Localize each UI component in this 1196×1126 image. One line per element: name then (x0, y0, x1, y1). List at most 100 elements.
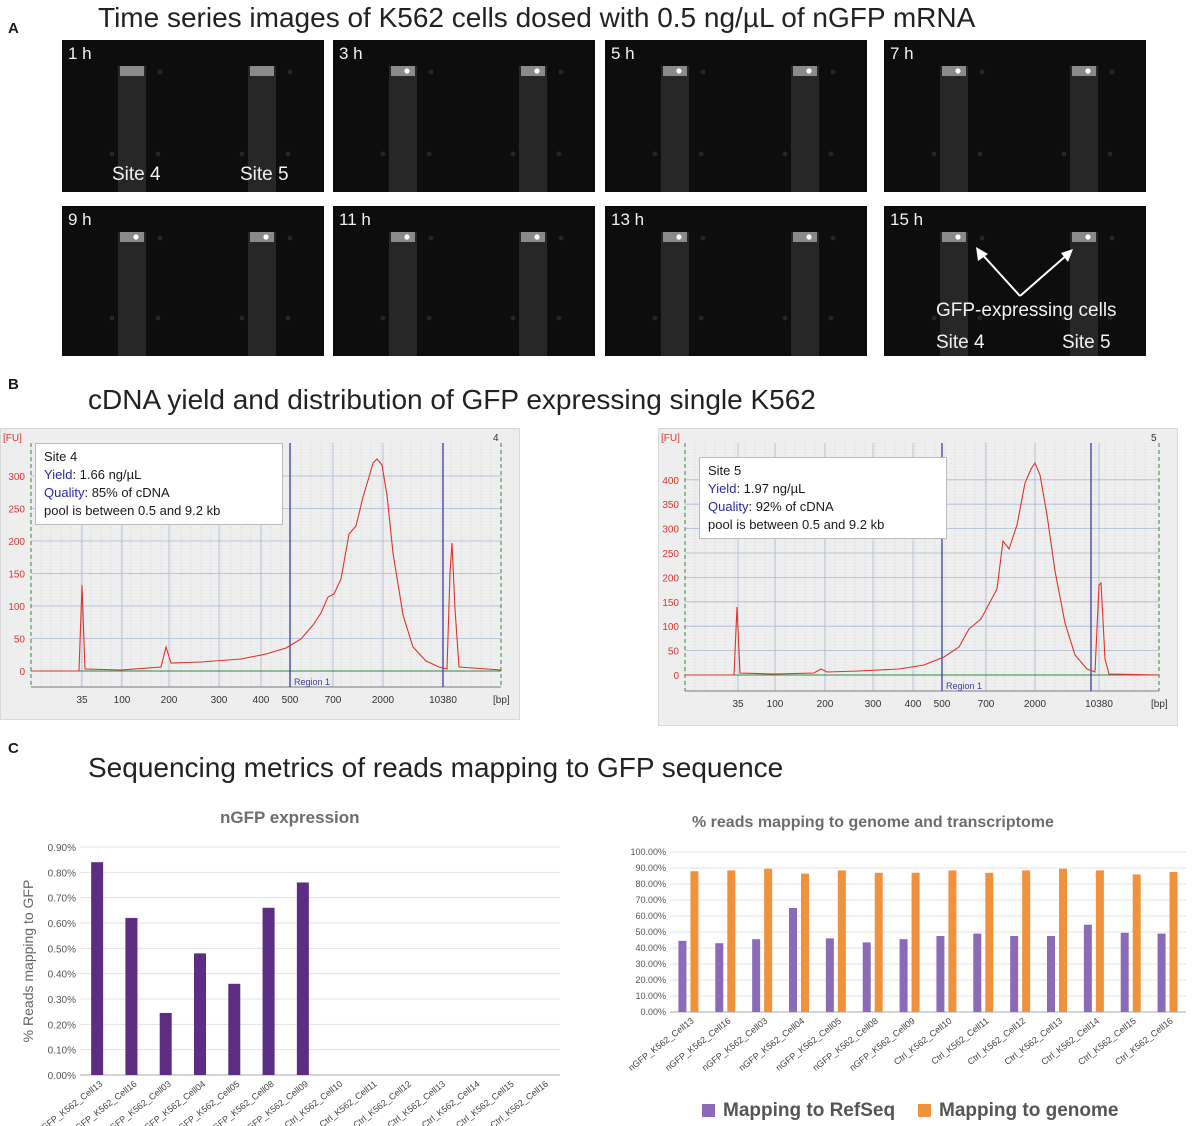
bar-mapping-to-genome-Ctrl_K562_Cell11 (985, 872, 994, 1012)
panel-b-letter: B (8, 376, 19, 393)
site-5-yield: Yield: 1.97 ng/µL (708, 481, 806, 496)
x-tick-label: nGFP_K562_Cell16 (663, 1016, 732, 1073)
bar-mapping-to-refseq-nGFP_K562_Cell03 (752, 939, 761, 1012)
micrograph-4: 7 h (884, 40, 1146, 192)
site-4-yield: Yield: 1.66 ng/µL (44, 467, 142, 482)
x-tick-label: 200 (161, 695, 178, 706)
x-tick-label: 500 (282, 695, 299, 706)
x-tick-label: 400 (253, 695, 270, 706)
micrograph-5: 9 h (62, 206, 324, 356)
bar-mapping-to-genome-nGFP_K562_Cell05 (837, 870, 846, 1012)
y-tick-label: 250 (662, 549, 679, 560)
y-tick-label: 0.20% (48, 1020, 76, 1031)
x-tick-label: 10380 (429, 695, 457, 706)
micrograph-8: 15 h (884, 206, 1146, 356)
time-label-6: 11 h (339, 210, 371, 229)
y-tick-label: 0.40% (48, 970, 76, 981)
time-label-3: 5 h (611, 44, 635, 63)
legend-genome-swatch (918, 1104, 931, 1118)
bar-mapping-to-genome-Ctrl_K562_Cell15 (1132, 874, 1141, 1012)
micrograph-image-1 (109, 66, 293, 192)
x-tick-label: nGFP_K562_Cell09 (848, 1016, 917, 1073)
x-tick-label: 100 (114, 695, 131, 706)
y-tick-label: 150 (662, 598, 679, 609)
y-tick-label: 0 (673, 671, 679, 682)
bar-nGFP_K562_Cell04 (194, 953, 206, 1075)
bar-nGFP_K562_Cell16 (125, 917, 138, 1075)
y-tick-label: 90.00% (635, 863, 666, 873)
x-tick-label: nGFP_K562_Cell13 (626, 1016, 695, 1073)
bar-mapping-to-refseq-Ctrl_K562_Cell13 (1047, 936, 1055, 1012)
bar-mapping-to-refseq-nGFP_K562_Cell16 (715, 943, 724, 1012)
bar-mapping-to-refseq-nGFP_K562_Cell08 (862, 942, 871, 1012)
y-tick-label: 10.00% (635, 991, 666, 1001)
micrograph-2: 3 h (333, 40, 595, 192)
y-tick-label: 200 (662, 573, 679, 584)
gfp-arrows (976, 247, 1073, 297)
bar-nGFP_K562_Cell13 (91, 862, 104, 1075)
y-tick-label: 0 (19, 667, 25, 678)
x-tick-label: Ctrl_K562_Cell16 (488, 1079, 550, 1126)
x-tick-label: nGFP_K562_Cell08 (811, 1016, 880, 1073)
micrograph-image-5 (109, 232, 293, 356)
bar-mapping-to-genome-Ctrl_K562_Cell10 (948, 870, 957, 1012)
y-tick-label: 20.00% (635, 975, 666, 985)
site-4-pool: pool is between 0.5 and 9.2 kb (44, 503, 221, 518)
x-tick-label: 400 (905, 699, 922, 710)
gfp-annotation-label: GFP-expressing cells (936, 300, 1117, 321)
y-tick-label: 250 (8, 505, 25, 516)
site-5-label-top: Site 5 (240, 164, 289, 185)
legend-refseq: Mapping to RefSeq (702, 1100, 895, 1122)
x-tick-label: 700 (325, 695, 342, 706)
bar-mapping-to-genome-nGFP_K562_Cell13 (690, 871, 699, 1012)
bar-mapping-to-genome-Ctrl_K562_Cell13 (1059, 868, 1067, 1012)
region-label: Region 1 (946, 681, 982, 691)
y-tick-label: 0.50% (48, 944, 76, 955)
ngfp-expression-chart: 0.00% 0.10% 0.20% 0.30% 0.40% 0.50% 0.60% 0.70%… (20, 843, 560, 1126)
bar-mapping-to-refseq-Ctrl_K562_Cell10 (936, 936, 945, 1012)
y-tick-label: 40.00% (635, 943, 666, 953)
panel-b-title: cDNA yield and distribution of GFP expre… (88, 384, 816, 415)
micrograph-image-4 (931, 66, 1115, 192)
x-tick-label: 10380 (1085, 699, 1113, 710)
x-tick-label: 300 (865, 699, 882, 710)
site-4-quality: Quality: 85% of cDNA (44, 485, 170, 500)
time-label-2: 3 h (339, 44, 363, 63)
x-tick-label: 2000 (1024, 699, 1047, 710)
x-tick-label: nGFP_K562_Cell04 (737, 1016, 806, 1073)
electropherogram-site-4: 35 100 200 300 400 500 700 2000 10380 0 50 100 150 20… (0, 428, 520, 720)
region-label: Region 1 (294, 677, 330, 687)
y-tick-label: 350 (662, 500, 679, 511)
bar-mapping-to-genome-Ctrl_K562_Cell14 (1095, 870, 1104, 1012)
y-tick-label: 400 (662, 476, 679, 487)
bar-mapping-to-refseq-Ctrl_K562_Cell14 (1083, 924, 1092, 1012)
bar-nGFP_K562_Cell08 (262, 907, 275, 1075)
panel-a-title: Time series images of K562 cells dosed w… (98, 2, 976, 33)
bar-nGFP_K562_Cell05 (228, 983, 241, 1075)
y-tick-label: 200 (8, 537, 25, 548)
y-tick-label: 70.00% (635, 895, 666, 905)
fu-axis-label: [FU] (3, 433, 22, 444)
micrograph-image-3 (652, 66, 836, 192)
bar-mapping-to-genome-nGFP_K562_Cell04 (801, 873, 809, 1012)
chart1-title: nGFP expression (220, 808, 360, 827)
x-tick-label: 2000 (372, 695, 395, 706)
bar-nGFP_K562_Cell03 (159, 1012, 172, 1075)
micrograph-1: 1 h (62, 40, 324, 192)
bar-mapping-to-genome-nGFP_K562_Cell16 (727, 870, 736, 1012)
y-tick-label: 0.80% (48, 868, 76, 879)
x-tick-label: nGFP_K562_Cell05 (774, 1016, 843, 1073)
bar-mapping-to-refseq-nGFP_K562_Cell05 (825, 938, 834, 1012)
time-label-7: 13 h (611, 210, 645, 229)
micrograph-6: 11 h (333, 206, 595, 356)
mapping-rate-chart: 0.00% 10.00% 20.00% 30.00% 40.00% 50.00% 60.00… (626, 847, 1186, 1073)
site-4-label-bottom: Site 4 (936, 332, 985, 353)
site-4-label-top: Site 4 (112, 164, 161, 185)
bar-mapping-to-genome-Ctrl_K562_Cell16 (1169, 872, 1178, 1012)
y-tick-label: 300 (8, 472, 25, 483)
y-tick-label: 50 (668, 647, 680, 658)
bp-axis-label: [bp] (1151, 699, 1168, 710)
time-label-4: 7 h (890, 44, 914, 63)
x-tick-label: 300 (211, 695, 228, 706)
panel-a-letter: A (8, 20, 19, 37)
